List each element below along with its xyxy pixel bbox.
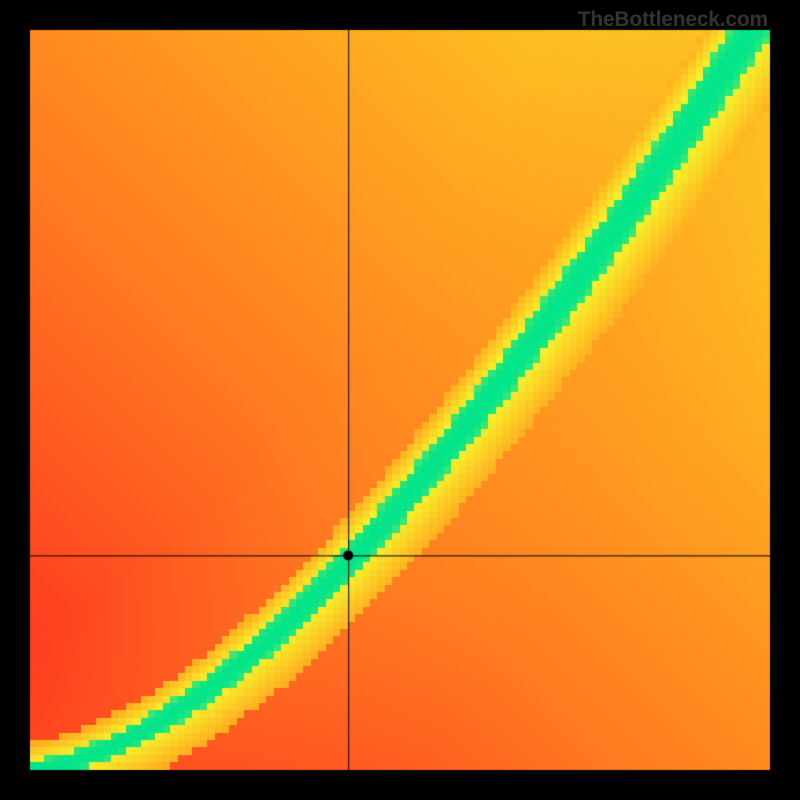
watermark-text: TheBottleneck.com	[578, 8, 768, 32]
chart-container: TheBottleneck.com	[0, 0, 800, 800]
bottleneck-heatmap-canvas	[0, 0, 800, 800]
